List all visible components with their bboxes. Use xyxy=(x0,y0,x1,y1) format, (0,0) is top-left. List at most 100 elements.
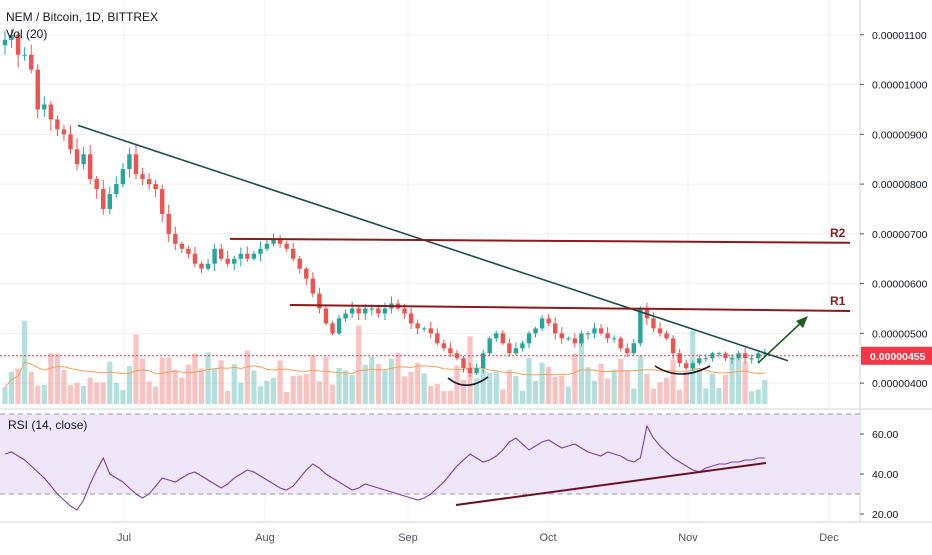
volume-bar xyxy=(198,368,205,404)
price-pane-background[interactable] xyxy=(0,0,860,408)
candle-body xyxy=(101,189,106,209)
candle-body xyxy=(749,358,754,360)
candle-body xyxy=(716,353,722,355)
price-tick-label: 0.00001000 xyxy=(872,80,928,92)
volume-bar xyxy=(637,355,643,404)
candle-body xyxy=(55,119,60,130)
volume-bar xyxy=(722,374,729,404)
candle-body xyxy=(179,243,185,249)
candle-body xyxy=(153,184,158,190)
candle-body xyxy=(323,308,329,324)
volume-bar xyxy=(749,391,755,404)
candle-body xyxy=(186,248,191,254)
volume-bar xyxy=(113,383,119,404)
rounded-bottom-arc xyxy=(447,376,489,387)
rsi-indicator-label: RSI (14, close) xyxy=(8,418,88,432)
volume-indicator-label: Vol (20) xyxy=(6,27,48,41)
candle-body xyxy=(657,328,663,334)
volume-bar xyxy=(591,380,598,404)
candle-body xyxy=(304,268,309,279)
volume-bar xyxy=(28,372,34,404)
candle-body xyxy=(330,323,335,334)
candle-body xyxy=(376,308,381,314)
volume-bar xyxy=(225,391,231,404)
volume-bar xyxy=(624,370,630,404)
volume-bar xyxy=(87,377,93,404)
candle-body xyxy=(474,368,479,374)
volume-bar xyxy=(696,368,702,404)
volume-bar xyxy=(336,367,342,404)
volume-bar xyxy=(526,357,532,404)
volume-bar xyxy=(126,366,133,404)
volume-bar xyxy=(244,350,250,404)
volume-bar xyxy=(362,364,368,404)
volume-bar xyxy=(8,371,15,404)
volume-bar xyxy=(709,373,715,404)
volume-bar xyxy=(382,370,388,404)
candle-body xyxy=(284,243,289,249)
volume-bar xyxy=(395,353,401,404)
volume-bar xyxy=(460,379,467,404)
volume-bar xyxy=(61,369,67,404)
candle-body xyxy=(297,258,302,269)
candle-body xyxy=(238,253,243,259)
candle-body xyxy=(192,253,198,264)
rsi-tick-label: 40.00 xyxy=(872,469,898,481)
candle-body xyxy=(480,353,486,369)
candle-body xyxy=(684,363,689,369)
volume-bar xyxy=(316,381,322,404)
candle-body xyxy=(638,308,643,344)
volume-bar xyxy=(585,367,591,404)
candle-body xyxy=(448,348,453,354)
candle-body xyxy=(35,69,40,110)
candle-body xyxy=(2,39,8,46)
candle-body xyxy=(631,343,636,354)
volume-bar xyxy=(670,359,676,404)
volume-bar xyxy=(231,364,237,404)
volume-bar xyxy=(618,358,624,404)
candle-body xyxy=(520,343,525,349)
candle-body xyxy=(29,54,34,70)
rsi-tick-label: 60.00 xyxy=(872,429,898,441)
resistance-line-r2 xyxy=(229,237,851,244)
candle-body xyxy=(690,363,695,369)
volume-bar xyxy=(657,382,663,404)
volume-bar xyxy=(251,370,257,404)
volume-bar xyxy=(755,389,761,404)
candle-body xyxy=(166,213,171,234)
candle-body xyxy=(585,333,591,335)
candle-body xyxy=(48,104,54,120)
volume-ma-line xyxy=(4,361,765,388)
volume-bar xyxy=(519,390,526,404)
volume-bar xyxy=(67,385,74,404)
time-tick-label: Nov xyxy=(678,532,698,544)
volume-bar xyxy=(598,363,604,404)
volume-bar xyxy=(565,386,571,404)
candle-body xyxy=(251,253,257,259)
price-tick-label: 0.00000500 xyxy=(872,328,928,340)
volume-bar xyxy=(487,372,493,404)
axis-labels: Jul Aug Sep Oct Nov Dec 0.00000400 0.00000500 0.… xyxy=(117,30,932,544)
volume-bar xyxy=(179,377,185,404)
candle-body xyxy=(232,258,237,264)
candle-body xyxy=(225,258,230,264)
volume-bar xyxy=(434,383,440,404)
volume-bar xyxy=(513,375,519,404)
volume-bar xyxy=(716,388,722,404)
price-axis-background[interactable] xyxy=(860,0,932,550)
candle-body xyxy=(428,328,433,334)
candle-body xyxy=(146,179,152,185)
candle-body xyxy=(697,358,702,364)
volume-bar xyxy=(205,352,211,404)
descending-trendline xyxy=(77,124,789,362)
volume-bar xyxy=(532,380,539,404)
time-tick-label: Oct xyxy=(539,532,556,544)
breakout-arrow-head xyxy=(796,316,808,328)
candle-body xyxy=(133,154,139,175)
candle-body xyxy=(68,134,73,150)
volume-bar xyxy=(257,386,264,404)
volume-bar xyxy=(172,369,178,404)
candle-body xyxy=(618,338,623,349)
volume-bar xyxy=(506,369,512,404)
